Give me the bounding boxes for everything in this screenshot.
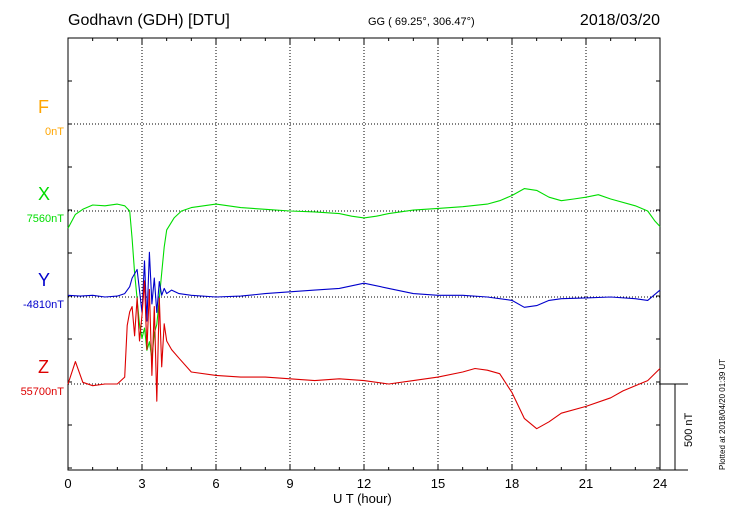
scale-bar-label: 500 nT <box>683 412 695 447</box>
component-baseline-f: 0nT <box>45 126 64 138</box>
series-line-y <box>67 251 661 322</box>
component-name-z: Z <box>38 357 49 377</box>
series-lines <box>67 188 661 430</box>
component-name-y: Y <box>38 270 51 290</box>
x-tick-label: 0 <box>64 476 71 491</box>
scale-bar: 500 nT <box>660 383 695 471</box>
x-tick-label: 24 <box>653 476 667 491</box>
series-line-x <box>67 188 661 360</box>
series-line-z <box>67 280 661 430</box>
x-tick-label: 18 <box>505 476 519 491</box>
component-baseline-y: -4810nT <box>23 299 64 311</box>
plot-date: 2018/03/20 <box>579 12 660 29</box>
component-name-f: F <box>38 97 49 117</box>
station-coords: GG ( 69.25°, 306.47°) <box>368 16 475 28</box>
plotted-timestamp: Plotted at 2018/04/20 01:39 UT <box>718 358 727 470</box>
component-baseline-x: 7560nT <box>26 213 64 225</box>
x-tick-label: 12 <box>357 476 371 491</box>
x-axis-ticks: 0 3 6 9 12 15 18 21 24 <box>64 38 667 491</box>
x-tick-label: 9 <box>286 476 293 491</box>
station-title: Godhavn (GDH) [DTU] <box>68 12 230 29</box>
x-tick-label: 21 <box>579 476 593 491</box>
x-tick-label: 6 <box>212 476 219 491</box>
x-tick-label: 3 <box>138 476 145 491</box>
x-tick-label: 15 <box>431 476 445 491</box>
component-name-x: X <box>38 184 51 204</box>
x-axis-label: U T (hour) <box>333 491 392 506</box>
grid <box>68 38 660 470</box>
component-baseline-z: 55700nT <box>20 386 64 398</box>
